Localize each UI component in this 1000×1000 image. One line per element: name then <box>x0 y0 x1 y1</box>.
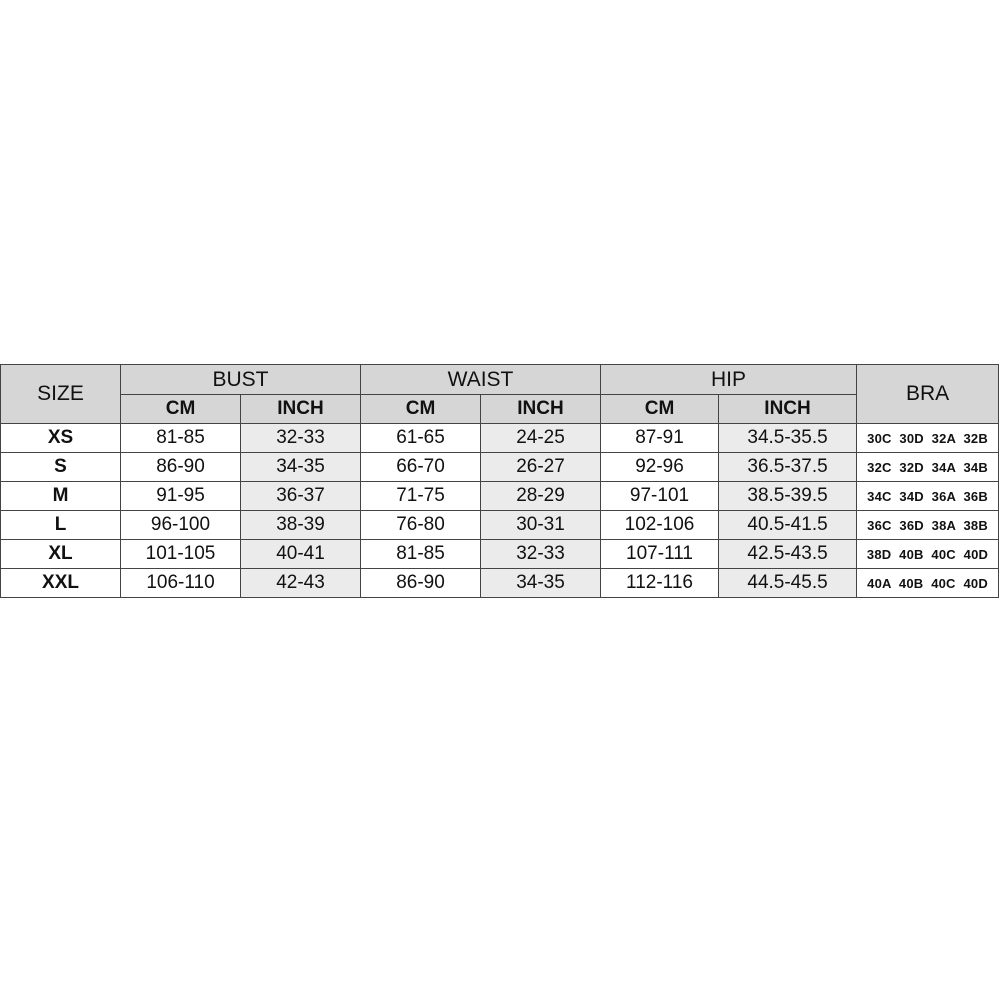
cell-hip-in: 34.5-35.5 <box>718 423 858 453</box>
cell-hip-in: 36.5-37.5 <box>718 452 858 482</box>
cell-waist-in: 32-33 <box>480 539 602 569</box>
cell-bust-cm: 91-95 <box>120 481 241 511</box>
cell-waist-in: 28-29 <box>480 481 602 511</box>
header-bust-inch: INCH <box>239 394 362 424</box>
cell-size: XL <box>0 539 121 569</box>
cell-size: XS <box>0 423 121 453</box>
cell-hip-in: 42.5-43.5 <box>718 539 858 569</box>
cell-bust-in: 42-43 <box>239 568 362 598</box>
header-hip: HIP <box>600 364 858 395</box>
header-waist-cm: CM <box>360 394 482 424</box>
cell-hip-cm: 102-106 <box>600 510 720 540</box>
cell-bust-cm: 106-110 <box>120 568 241 598</box>
table-row: XS 81-85 32-33 61-65 24-25 87-91 34.5-35.5 30C … <box>0 423 1000 453</box>
cell-bust-in: 32-33 <box>239 423 362 453</box>
cell-bra: 38D 40B 40C 40D <box>856 539 1000 569</box>
cell-size: L <box>0 510 121 540</box>
cell-size: M <box>0 481 121 511</box>
cell-bust-in: 40-41 <box>239 539 362 569</box>
header-bust-cm: CM <box>120 394 241 424</box>
cell-bust-cm: 86-90 <box>120 452 241 482</box>
cell-bra: 40A 40B 40C 40D <box>856 568 1000 598</box>
cell-bra: 30C 30D 32A 32B <box>856 423 1000 453</box>
cell-waist-in: 24-25 <box>480 423 602 453</box>
cell-bust-cm: 101-105 <box>120 539 241 569</box>
cell-waist-cm: 81-85 <box>360 539 482 569</box>
size-chart-table: SIZE BUST WAIST HIP BRA CM INCH CM INCH … <box>0 364 1000 598</box>
header-waist-inch: INCH <box>480 394 602 424</box>
cell-hip-cm: 112-116 <box>600 568 720 598</box>
cell-hip-cm: 87-91 <box>600 423 720 453</box>
header-hip-inch: INCH <box>718 394 858 424</box>
cell-hip-cm: 107-111 <box>600 539 720 569</box>
cell-bra: 32C 32D 34A 34B <box>856 452 1000 482</box>
cell-hip-cm: 92-96 <box>600 452 720 482</box>
cell-bust-in: 38-39 <box>239 510 362 540</box>
table-row: L 96-100 38-39 76-80 30-31 102-106 40.5-41.5 36… <box>0 510 1000 540</box>
cell-hip-in: 44.5-45.5 <box>718 568 858 598</box>
cell-size: XXL <box>0 568 121 598</box>
table-row: S 86-90 34-35 66-70 26-27 92-96 36.5-37.5 32C 3… <box>0 452 1000 482</box>
header-bra: BRA <box>856 364 1000 424</box>
cell-hip-in: 38.5-39.5 <box>718 481 858 511</box>
table-row: XL 101-105 40-41 81-85 32-33 107-111 42.5-43.5… <box>0 539 1000 569</box>
cell-waist-in: 30-31 <box>480 510 602 540</box>
cell-waist-cm: 86-90 <box>360 568 482 598</box>
header-bust: BUST <box>119 364 362 395</box>
cell-waist-cm: 76-80 <box>360 510 482 540</box>
cell-bra: 36C 36D 38A 38B <box>856 510 1000 540</box>
cell-hip-in: 40.5-41.5 <box>718 510 858 540</box>
table-row: M 91-95 36-37 71-75 28-29 97-101 38.5-39.5 34C … <box>0 481 1000 511</box>
cell-waist-cm: 66-70 <box>360 452 482 482</box>
header-hip-cm: CM <box>600 394 720 424</box>
cell-bust-cm: 81-85 <box>120 423 241 453</box>
table-row: XXL 106-110 42-43 86-90 34-35 112-116 44.5-45.… <box>0 568 1000 598</box>
cell-hip-cm: 97-101 <box>600 481 720 511</box>
header-size: SIZE <box>0 364 121 424</box>
cell-size: S <box>0 452 121 482</box>
cell-waist-cm: 71-75 <box>360 481 482 511</box>
cell-bust-in: 34-35 <box>239 452 362 482</box>
cell-waist-cm: 61-65 <box>360 423 482 453</box>
cell-bust-in: 36-37 <box>239 481 362 511</box>
header-waist: WAIST <box>360 364 602 395</box>
cell-waist-in: 34-35 <box>480 568 602 598</box>
cell-bra: 34C 34D 36A 36B <box>856 481 1000 511</box>
cell-bust-cm: 96-100 <box>120 510 241 540</box>
cell-waist-in: 26-27 <box>480 452 602 482</box>
